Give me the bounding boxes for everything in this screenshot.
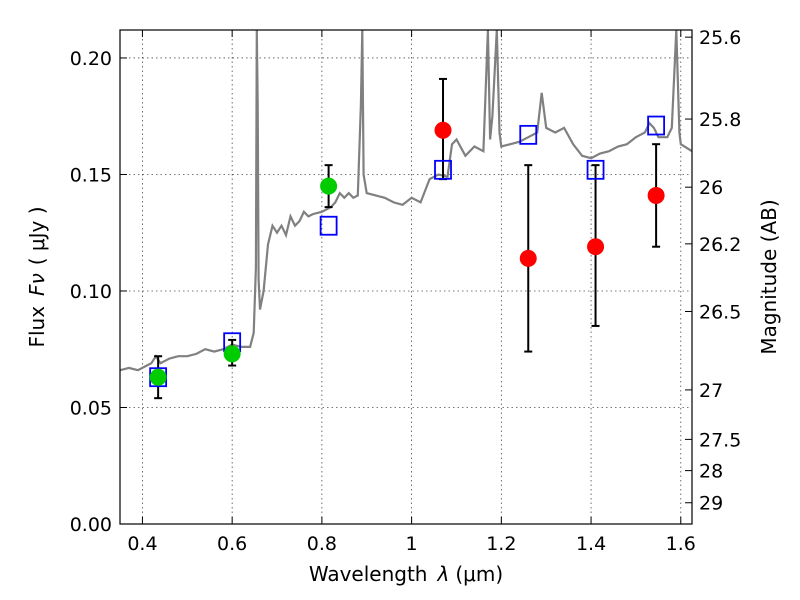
red-data-point bbox=[519, 249, 537, 267]
x-axis-title-unit: (μm) bbox=[455, 562, 503, 586]
plot-background bbox=[120, 30, 692, 524]
y-axis-title-unit: ( μJy ) bbox=[25, 206, 49, 265]
model-square-marker bbox=[519, 124, 538, 145]
spectrum-layer bbox=[120, 30, 692, 372]
x-axis-title-symbol: λ bbox=[437, 562, 450, 586]
y-tick-label: 0.20 bbox=[70, 48, 112, 70]
model-square-marker bbox=[586, 159, 605, 180]
marker-layer bbox=[149, 115, 666, 388]
right-tick-label: 26 bbox=[699, 177, 723, 199]
green-data-point bbox=[320, 177, 338, 195]
right-tick-label: 29 bbox=[699, 493, 723, 515]
y-tick-label: 0.15 bbox=[70, 164, 112, 186]
green-data-point bbox=[149, 368, 167, 386]
y-axis-title: Flux Fν ( μJy ) bbox=[25, 206, 49, 347]
red-data-point bbox=[434, 121, 452, 139]
red-data-point bbox=[647, 186, 665, 204]
right-tick-label: 26.2 bbox=[699, 234, 741, 256]
right-tick-label: 26.5 bbox=[699, 301, 741, 323]
model-square-marker bbox=[647, 115, 666, 136]
right-tick-label: 27.5 bbox=[699, 429, 741, 451]
y-axis-title-symbol: Fν bbox=[25, 273, 49, 296]
plot-frame bbox=[119, 29, 693, 525]
x-axis-title-main: Wavelength bbox=[309, 562, 428, 586]
red-data-point bbox=[587, 238, 605, 256]
green-data-point bbox=[223, 345, 241, 363]
x-tick-label: 1.4 bbox=[576, 533, 606, 555]
x-tick-label: 0.8 bbox=[307, 533, 337, 555]
axis-ticks: 0.4 0.6 0.8 1 1.2 1.4 1.6 0.00 0.05 0.10 0.15 0.20 2… bbox=[70, 27, 742, 555]
right-tick-label: 25.8 bbox=[699, 109, 741, 131]
x-tick-label: 1.6 bbox=[666, 533, 696, 555]
right-tick-label: 25.6 bbox=[699, 27, 741, 49]
x-tick-label: 1 bbox=[406, 533, 418, 555]
right-tick-label: 27 bbox=[699, 380, 723, 402]
y-axis-title-main: Flux bbox=[25, 306, 49, 348]
x-tick-label: 0.6 bbox=[217, 533, 247, 555]
model-square-marker bbox=[434, 159, 452, 180]
y-tick-label: 0.05 bbox=[70, 397, 112, 419]
y-tick-label: 0.00 bbox=[70, 514, 112, 536]
right-tick-label: 28 bbox=[699, 461, 723, 483]
x-tick-label: 1.2 bbox=[486, 533, 516, 555]
right-axis-title: Magnitude (AB) bbox=[757, 199, 781, 354]
x-axis-title: Wavelength λ (μm) bbox=[309, 562, 503, 586]
y-tick-label: 0.10 bbox=[70, 281, 112, 303]
x-tick-label: 0.4 bbox=[127, 533, 157, 555]
model-square-marker bbox=[319, 215, 338, 236]
spectrum-line bbox=[120, 30, 692, 372]
